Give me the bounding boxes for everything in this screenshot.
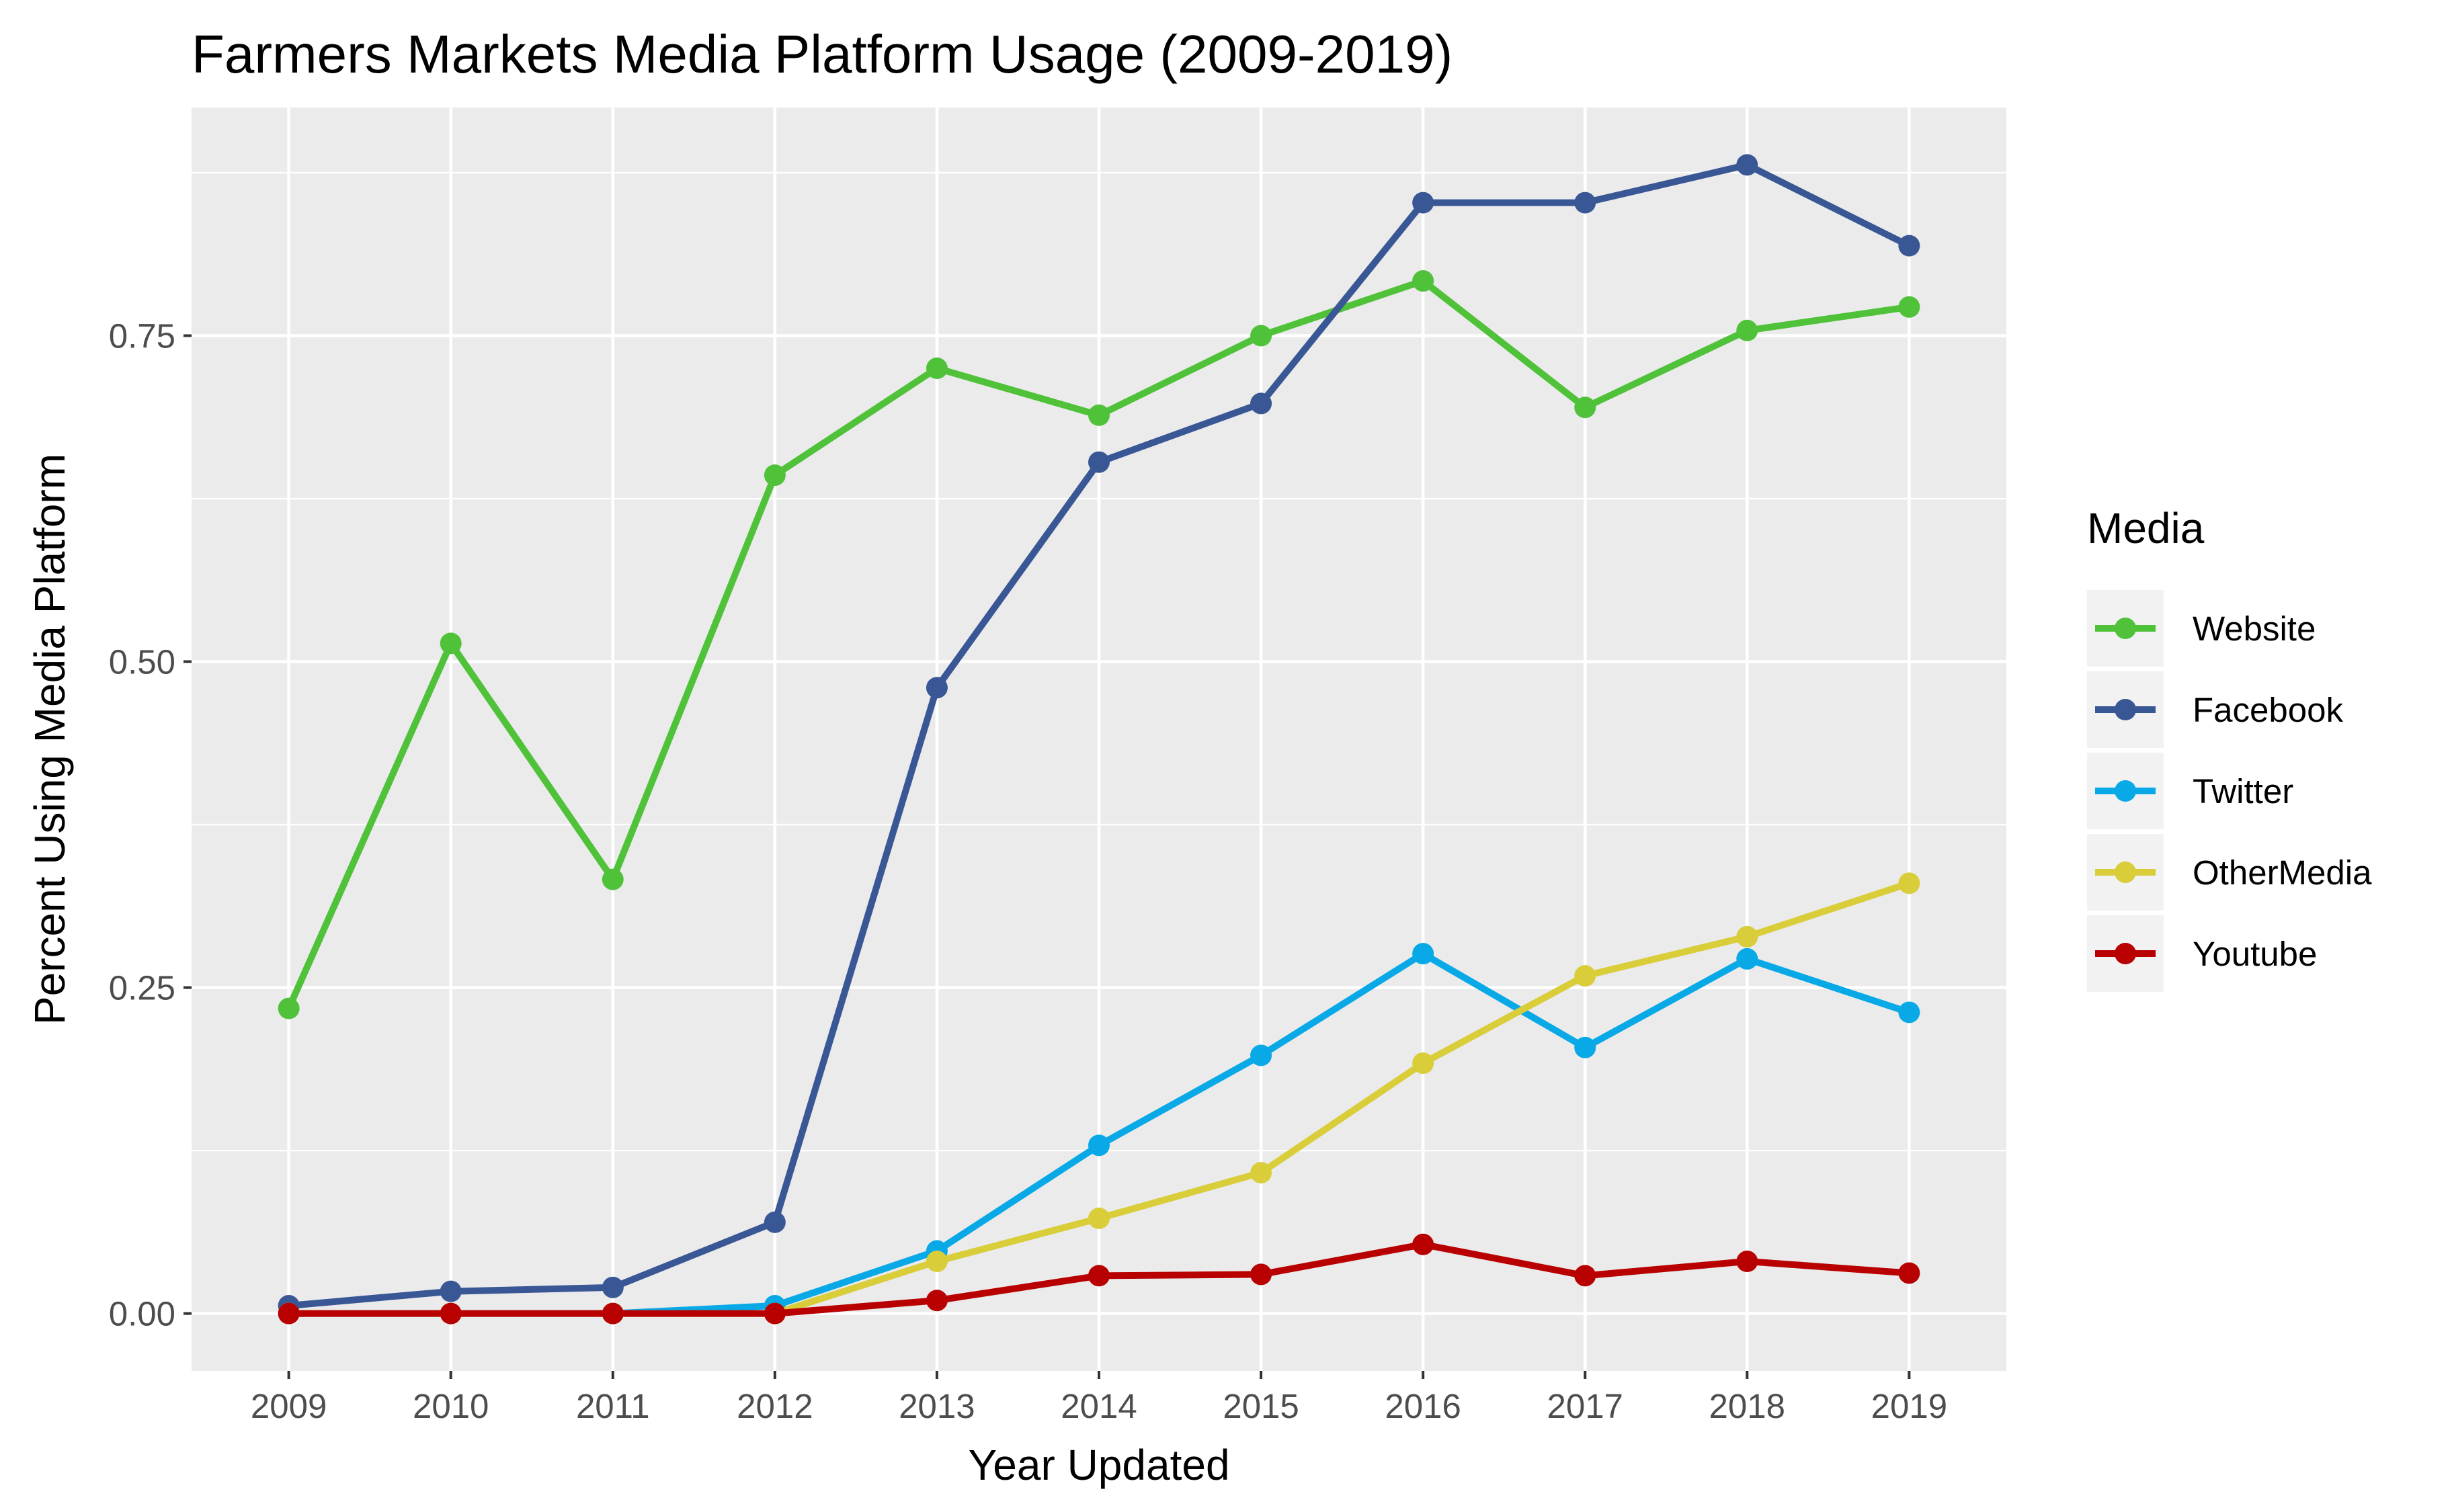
data-point bbox=[1898, 296, 1920, 318]
series-facebook bbox=[278, 154, 1920, 1316]
data-point bbox=[926, 358, 948, 380]
x-tick-label: 2019 bbox=[1871, 1387, 1947, 1425]
data-point bbox=[1088, 1134, 1110, 1157]
data-point bbox=[926, 1251, 948, 1273]
x-tick-label: 2015 bbox=[1223, 1387, 1299, 1425]
legend-label: Facebook bbox=[2193, 691, 2343, 729]
data-point bbox=[1088, 1208, 1110, 1230]
legend-label: Website bbox=[2193, 610, 2316, 648]
legend-label: OtherMedia bbox=[2193, 853, 2372, 892]
data-point bbox=[1898, 1001, 1920, 1023]
legend-key-point bbox=[2115, 780, 2136, 802]
data-point bbox=[1250, 325, 1272, 347]
chart-title: Farmers Markets Media Platform Usage (20… bbox=[192, 24, 1453, 84]
legend-item: Facebook bbox=[2087, 671, 2343, 748]
data-point bbox=[1412, 1052, 1434, 1075]
data-point bbox=[1574, 1036, 1596, 1058]
data-point bbox=[926, 677, 948, 699]
data-point bbox=[1250, 1263, 1272, 1286]
data-point bbox=[764, 464, 786, 487]
data-point bbox=[1250, 1044, 1272, 1066]
x-tick-label: 2012 bbox=[737, 1387, 813, 1425]
x-axis: 2009 2010 2011 2012 2013 2014 2015 2016 2017 2018… bbox=[251, 1371, 1947, 1425]
legend: Media Website Facebook Twitter OtherMedia Yo… bbox=[2087, 504, 2372, 992]
legend-title: Media bbox=[2087, 504, 2205, 552]
data-point bbox=[1736, 154, 1758, 176]
y-tick-label: 0.25 bbox=[109, 969, 175, 1007]
data-point bbox=[1736, 948, 1758, 970]
legend-item: Website bbox=[2087, 590, 2316, 667]
data-point bbox=[764, 1302, 786, 1325]
data-point bbox=[1412, 1233, 1434, 1255]
y-axis-title: Percent Using Media Platform bbox=[26, 454, 74, 1025]
y-axis: 0.00 0.25 0.50 0.75 bbox=[109, 317, 192, 1333]
data-point bbox=[1088, 404, 1110, 426]
x-tick-label: 2010 bbox=[413, 1387, 489, 1425]
legend-item: Twitter bbox=[2087, 753, 2293, 829]
x-tick-label: 2013 bbox=[899, 1387, 975, 1425]
data-point bbox=[440, 632, 462, 655]
data-point bbox=[440, 1280, 462, 1302]
x-tick-label: 2017 bbox=[1547, 1387, 1623, 1425]
data-point bbox=[1412, 270, 1434, 292]
data-point bbox=[1898, 1262, 1920, 1284]
data-point bbox=[1412, 943, 1434, 965]
major-gridlines bbox=[192, 108, 2006, 1371]
data-point bbox=[602, 1302, 624, 1325]
data-point bbox=[602, 1276, 624, 1298]
data-point bbox=[1250, 1162, 1272, 1184]
data-point bbox=[1736, 1251, 1758, 1273]
legend-key-point bbox=[2115, 618, 2136, 639]
data-point bbox=[1088, 451, 1110, 473]
data-point bbox=[1250, 392, 1272, 415]
data-point bbox=[1088, 1265, 1110, 1287]
data-point bbox=[602, 868, 624, 890]
data-point bbox=[1574, 965, 1596, 987]
legend-key-point bbox=[2115, 943, 2136, 964]
legend-key-point bbox=[2115, 699, 2136, 720]
data-point bbox=[440, 1302, 462, 1325]
x-tick-label: 2009 bbox=[251, 1387, 327, 1425]
data-point bbox=[926, 1290, 948, 1312]
data-point bbox=[1574, 1265, 1596, 1287]
legend-key-point bbox=[2115, 862, 2136, 883]
series-layer bbox=[278, 154, 1920, 1325]
series-website bbox=[278, 270, 1920, 1019]
legend-item: Youtube bbox=[2087, 915, 2317, 992]
x-tick-label: 2011 bbox=[576, 1387, 650, 1425]
data-point bbox=[278, 1302, 300, 1325]
data-point bbox=[1736, 319, 1758, 341]
y-tick-label: 0.50 bbox=[109, 643, 175, 681]
legend-label: Youtube bbox=[2193, 935, 2317, 973]
data-point bbox=[1898, 235, 1920, 257]
x-tick-label: 2014 bbox=[1061, 1387, 1137, 1425]
data-point bbox=[1574, 396, 1596, 419]
series-youtube bbox=[278, 1233, 1920, 1325]
legend-item: OtherMedia bbox=[2087, 834, 2372, 911]
data-point bbox=[1412, 192, 1434, 214]
y-tick-label: 0.00 bbox=[109, 1295, 175, 1333]
x-tick-label: 2016 bbox=[1385, 1387, 1461, 1425]
x-axis-title: Year Updated bbox=[968, 1441, 1229, 1489]
data-point bbox=[764, 1211, 786, 1233]
legend-label: Twitter bbox=[2193, 772, 2293, 810]
y-tick-label: 0.75 bbox=[109, 317, 175, 355]
x-tick-label: 2018 bbox=[1709, 1387, 1785, 1425]
data-point bbox=[1898, 872, 1920, 894]
data-point bbox=[278, 997, 300, 1019]
data-point bbox=[1574, 192, 1596, 214]
data-point bbox=[1736, 925, 1758, 948]
